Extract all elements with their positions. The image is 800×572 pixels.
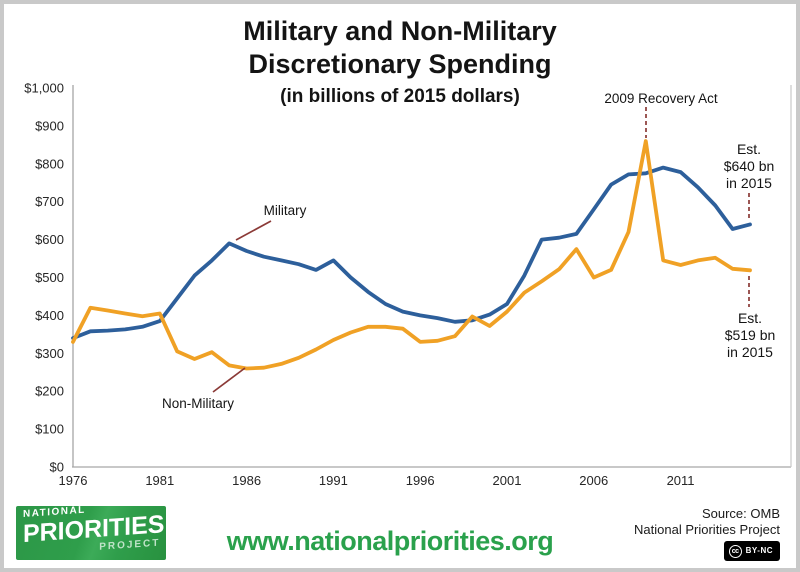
y-tick-label: $200 [35,384,64,399]
x-tick-label: 1991 [319,473,348,488]
y-tick-label: $500 [35,270,64,285]
x-tick-label: 1986 [232,473,261,488]
x-tick-label: 2006 [579,473,608,488]
y-tick-label: $0 [50,460,64,475]
cc-by-nc-badge[interactable]: cc BY-NC [723,541,780,561]
cc-badge-label: BY-NC [745,546,773,555]
est-non-military-2015-label: Est. $519 bn in 2015 [725,310,776,360]
footer: NATIONAL PRIORITIES PROJECT www.national… [0,498,800,564]
site-url[interactable]: www.nationalpriorities.org [226,526,554,556]
recovery-act-label: 2009 Recovery Act [604,91,718,106]
chart-title-block: Military and Non-Military Discretionary … [0,15,800,108]
x-tick-label: 1976 [59,473,88,488]
y-tick-label: $1,000 [24,81,64,96]
est-military-2015-label: Est. $640 bn in 2015 [724,141,775,191]
non-military-label-leader [212,367,246,393]
y-tick-label: $600 [35,232,64,247]
x-tick-label: 1981 [145,473,174,488]
npp-logo: NATIONAL PRIORITIES PROJECT [16,506,166,560]
cc-icon: cc [728,544,742,558]
y-tick-label: $900 [35,118,64,133]
non-military-label: Non-Military [162,396,234,411]
non-military-line [71,139,752,371]
y-tick-label: $400 [35,308,64,323]
source-block: Source: OMB National Priorities Project … [634,506,780,561]
x-tick-label: 1996 [406,473,435,488]
source-omb: Source: OMB [701,506,780,521]
chart-title-line1: Military and Non-Military [243,16,557,46]
source-npp: National Priorities Project [634,522,780,537]
x-tick-label: 2001 [493,473,522,488]
chart-title-line2: Discretionary Spending [248,49,552,79]
y-tick-label: $300 [35,346,64,361]
x-tick-label: 2011 [667,473,695,488]
spending-chart: $0 $100 $200 $300 $400 $500 $600 $700 $800 $900 $1… [24,81,792,488]
military-label-leader [235,220,272,241]
chart-subtitle: (in billions of 2015 dollars) [280,86,520,107]
y-tick-label: $700 [35,194,64,209]
y-tick-label: $100 [35,422,64,437]
military-line [71,165,752,341]
y-tick-label: $800 [35,156,64,171]
military-label: Military [264,203,307,218]
